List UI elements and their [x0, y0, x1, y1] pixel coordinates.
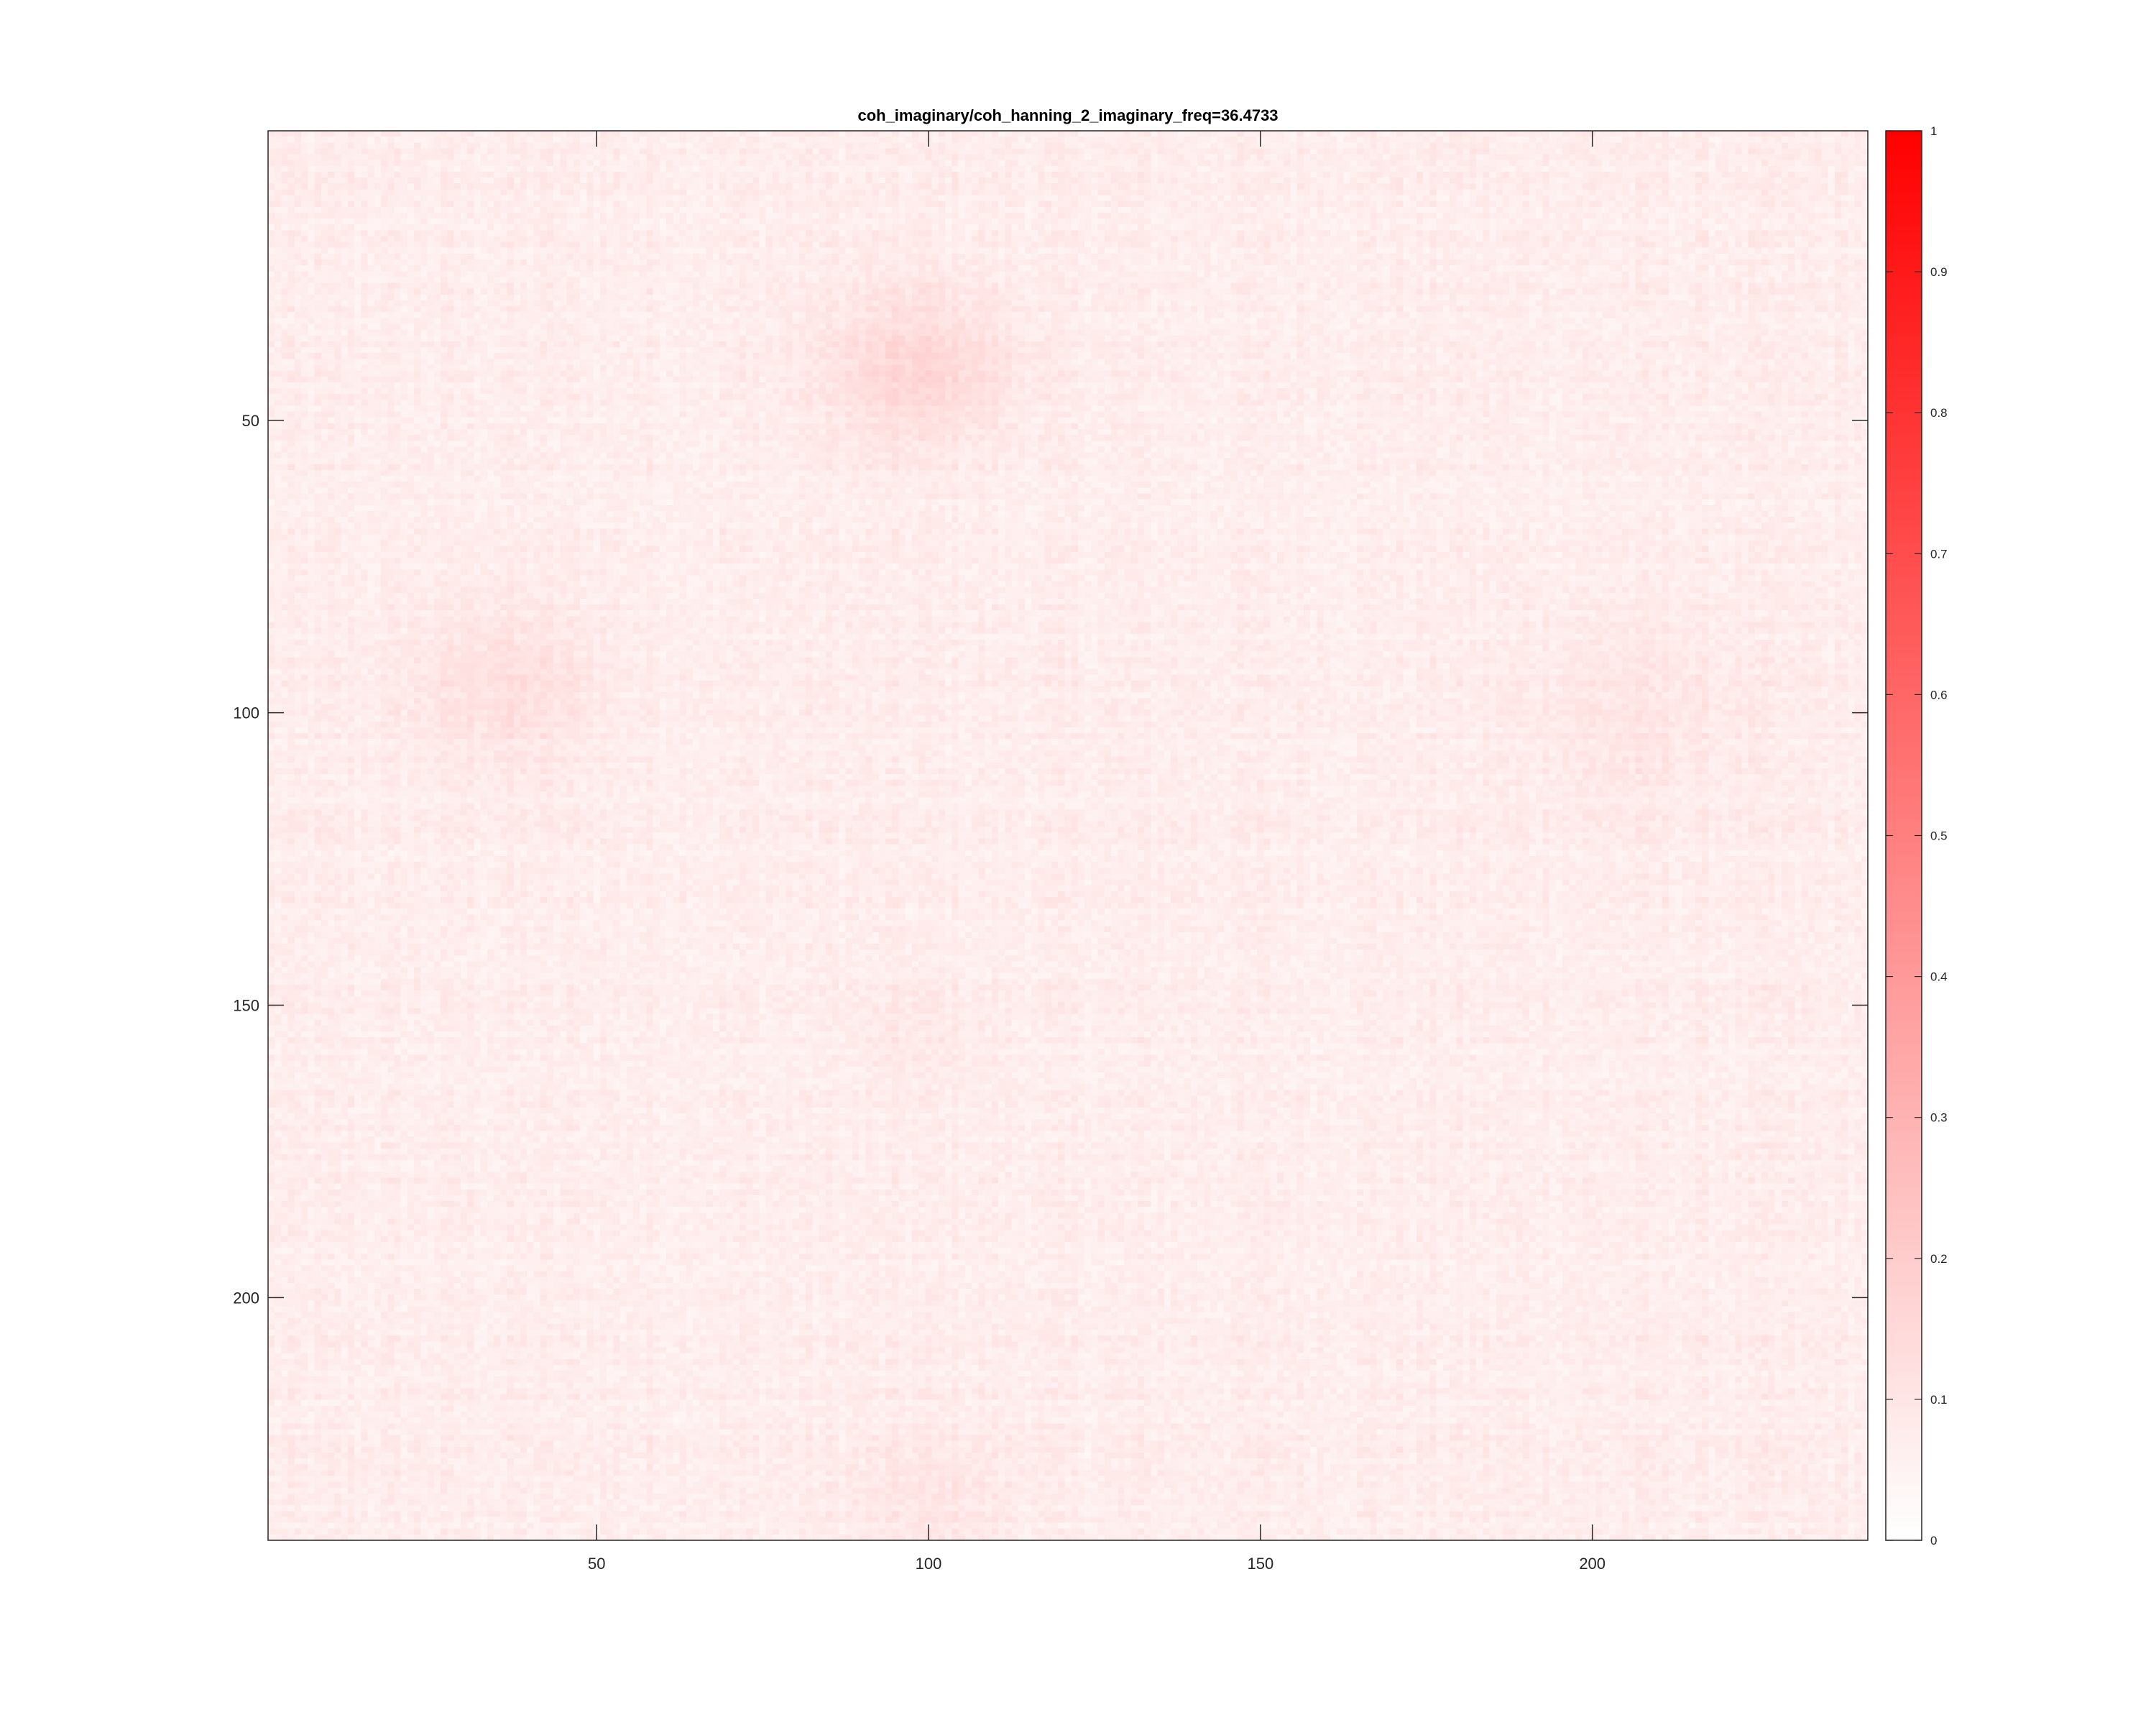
- colorbar-tick-label: 0.7: [1930, 547, 1948, 561]
- heatmap-cells: [268, 131, 1868, 1540]
- x-tick-label: 200: [1579, 1555, 1606, 1573]
- heatmap-image: [268, 131, 1868, 1540]
- y-tick-label: 150: [233, 996, 259, 1014]
- colorbar-tick-label: 0.1: [1930, 1393, 1948, 1407]
- plot-frame: [267, 130, 1869, 1541]
- y-axis: 50 100 150 200: [233, 412, 1868, 1307]
- colorbar-tick-label: 0.4: [1930, 970, 1948, 984]
- chart-title: coh_imaginary/coh_hanning_2_imaginary_fr…: [857, 106, 1278, 124]
- colorbar-tick-label: 0.8: [1930, 406, 1948, 420]
- colorbar-tick-label: 0: [1930, 1534, 1937, 1547]
- x-tick-label: 150: [1247, 1555, 1273, 1573]
- x-tick-label: 100: [916, 1555, 942, 1573]
- colorbar-tick-label: 0.9: [1930, 265, 1948, 279]
- colorbar-tick-label: 0.6: [1930, 688, 1948, 702]
- colorbar-axis: 0 0.1 0.2 0.3 0.4 0.5 0.6 0.7 0.8 0.9 1: [1886, 124, 1948, 1547]
- x-axis: 50 100 150 200: [588, 131, 1606, 1573]
- colorbar-tick-label: 0.2: [1930, 1252, 1948, 1266]
- y-tick-label: 100: [233, 704, 259, 722]
- y-tick-label: 200: [233, 1289, 259, 1307]
- colorbar-tick-label: 0.3: [1930, 1111, 1948, 1125]
- colorbar-tick-label: 0.5: [1930, 829, 1948, 843]
- y-tick-label: 50: [242, 412, 259, 430]
- x-tick-label: 50: [588, 1555, 605, 1573]
- colorbar-tick-label: 1: [1930, 124, 1937, 138]
